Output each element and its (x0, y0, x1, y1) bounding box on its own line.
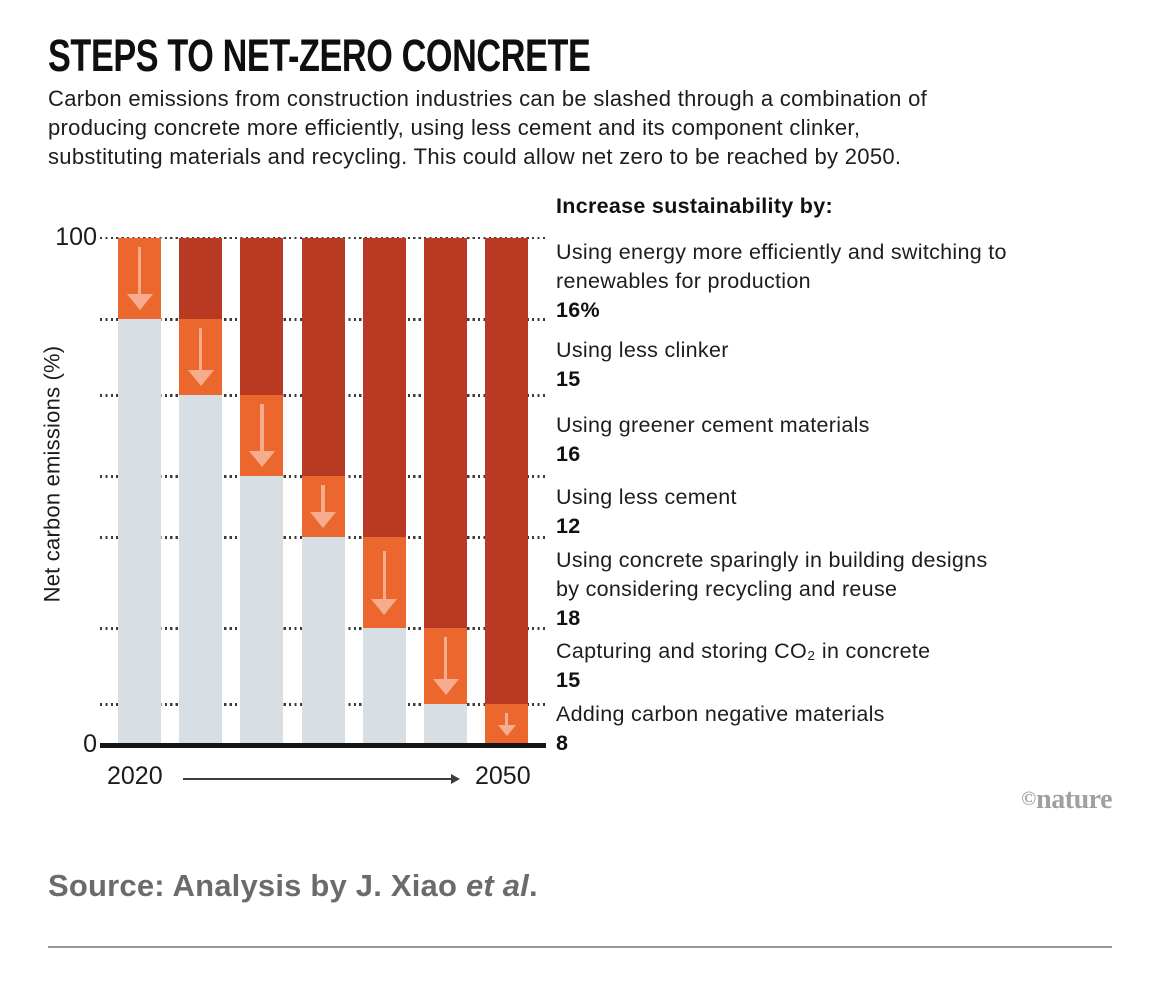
subtitle-line: producing concrete more efficiently, usi… (48, 115, 861, 140)
timeline-arrow-icon (183, 771, 460, 787)
bar-segment-current-reduction (485, 704, 529, 745)
legend-item-label: Using concrete sparingly in building des… (556, 548, 988, 572)
legend-item: Using concrete sparingly in building des… (556, 546, 1166, 631)
bar-segment-current-reduction (301, 476, 345, 538)
x-axis-label-end: 2050 (475, 762, 531, 790)
bottom-divider (48, 946, 1112, 948)
bar-segment-remaining (362, 628, 406, 745)
chart-title: STEPS TO NET-ZERO CONCRETE (48, 30, 591, 81)
legend-item: Using greener cement materials 16 (556, 411, 1166, 467)
reduction-down-arrow-icon (310, 485, 337, 529)
y-axis-tick-100: 100 (55, 223, 97, 251)
legend-heading: Increase sustainability by: (556, 194, 833, 218)
reduction-down-arrow-icon (187, 328, 214, 387)
copyright-icon: © (1021, 788, 1037, 810)
bar-segment-cumulative-reduction (301, 238, 345, 477)
legend-item-label: Adding carbon negative materials (556, 702, 885, 726)
legend-item: Using less cement 12 (556, 483, 1166, 539)
reduction-down-arrow-icon (497, 713, 516, 736)
legend-item-value: 18 (556, 606, 581, 630)
y-axis-label: Net carbon emissions (%) (39, 345, 65, 602)
legend-item-label: by considering recycling and reuse (556, 577, 898, 601)
subtitle-line: Carbon emissions from construction indus… (48, 86, 928, 111)
bar-segment-current-reduction (424, 628, 467, 705)
bar-segment-remaining (240, 476, 284, 745)
legend-item-value: 8 (556, 731, 569, 755)
nature-logo: ©nature (1021, 784, 1112, 815)
legend-item: Adding carbon negative materials 8 (556, 700, 1166, 756)
bar-segment-remaining (118, 319, 161, 745)
legend-item-value: 16% (556, 298, 600, 322)
bar-segment-remaining (301, 537, 345, 745)
bar-segment-cumulative-reduction (424, 238, 467, 629)
legend-item: Capturing and storing CO₂ in concrete 15 (556, 637, 1166, 693)
bar-segment-cumulative-reduction (362, 238, 406, 538)
legend-item-label: Capturing and storing CO₂ in concrete (556, 639, 931, 663)
stacked-bar-chart: 100 0 Net carbon emissions (%) 2020 2050… (0, 190, 1170, 810)
bar-segment-current-reduction (179, 319, 223, 396)
bar-segment-cumulative-reduction (240, 238, 284, 396)
legend-item-label: Using energy more efficiently and switch… (556, 240, 1007, 264)
legend-item: Using energy more efficiently and switch… (556, 238, 1166, 323)
x-axis-line (100, 743, 546, 748)
x-axis-label-start: 2020 (107, 762, 163, 790)
legend-item-value: 15 (556, 367, 581, 391)
reduction-down-arrow-icon (371, 550, 398, 615)
reduction-down-arrow-icon (248, 404, 275, 468)
source-line: Source: Analysis by J. Xiao et al. (48, 868, 538, 903)
subtitle-line: substituting materials and recycling. Th… (48, 144, 902, 169)
chart-subtitle: Carbon emissions from construction indus… (48, 84, 927, 171)
legend-item-label: Using less clinker (556, 338, 729, 362)
bar-segment-current-reduction (240, 395, 284, 477)
legend-item-value: 16 (556, 442, 581, 466)
y-axis-tick-0: 0 (83, 730, 97, 758)
reduction-down-arrow-icon (432, 637, 459, 696)
legend-item: Using less clinker 15 (556, 336, 1166, 392)
bar-segment-remaining (179, 395, 223, 745)
bar-segment-cumulative-reduction (485, 238, 529, 705)
legend-item-label: renewables for production (556, 269, 811, 293)
bar-segment-current-reduction (362, 537, 406, 629)
legend-item-value: 12 (556, 514, 581, 538)
reduction-down-arrow-icon (126, 247, 153, 311)
bar-segment-cumulative-reduction (179, 238, 223, 320)
legend-item-value: 15 (556, 668, 581, 692)
bar-segment-remaining (424, 704, 467, 745)
bar-segment-current-reduction (118, 238, 161, 320)
legend-item-label: Using less cement (556, 485, 737, 509)
legend-item-label: Using greener cement materials (556, 413, 870, 437)
